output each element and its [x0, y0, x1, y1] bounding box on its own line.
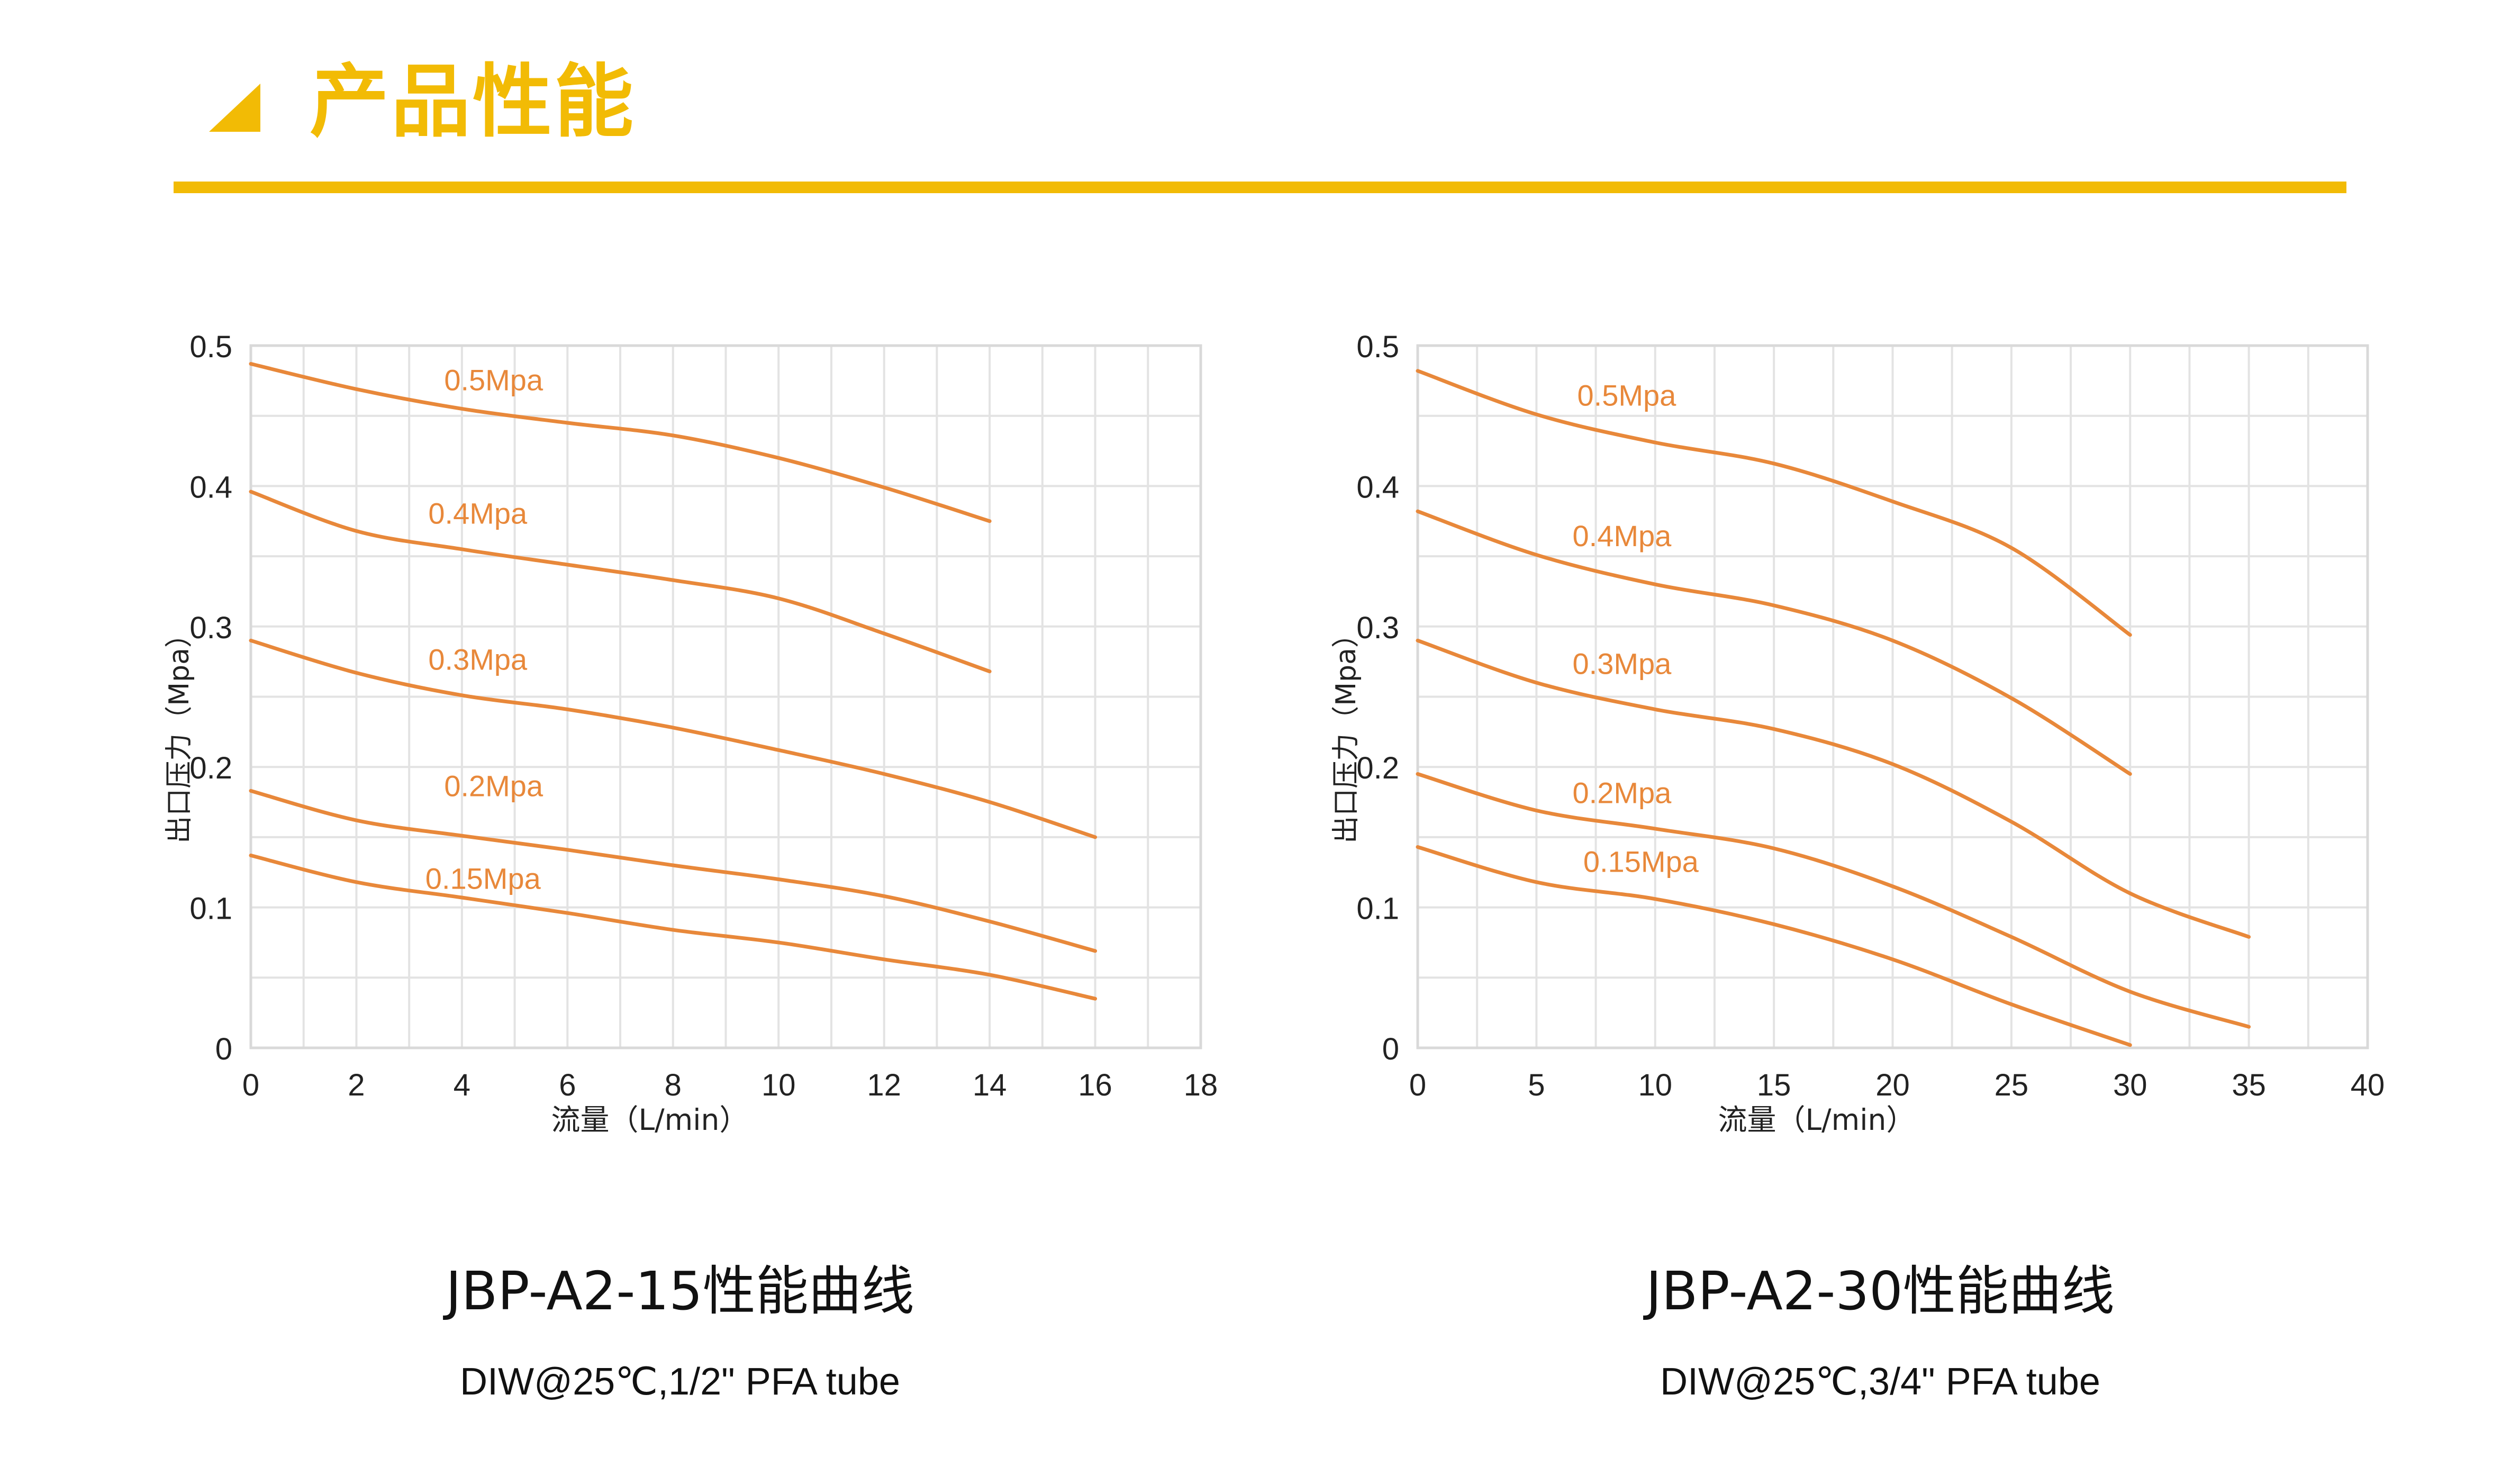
- x-tick-label: 12: [867, 1068, 901, 1102]
- y-tick-label: 0.4: [189, 470, 232, 504]
- chart-title-jbp-a2-30: JBP-A2-30性能曲线: [1646, 1260, 2115, 1322]
- header-divider: [174, 182, 2346, 193]
- series-line-0_5Mpa: [1416, 369, 2132, 637]
- x-tick-label: 35: [2232, 1068, 2266, 1102]
- x-tick-label: 2: [348, 1068, 365, 1102]
- series-label: 0.15Mpa: [425, 862, 541, 895]
- series-label: 0.4Mpa: [428, 496, 528, 530]
- plot-border: [249, 344, 1202, 1049]
- header-triangle-icon: [209, 84, 260, 132]
- series-line-0_4Mpa: [1416, 509, 2132, 776]
- x-tick-label: 0: [242, 1068, 259, 1102]
- chart-jbp-a2-15: 0 0.1 0.2 0.3 0.4 0.5 0 2 4 6 8 10 12 14 16 18 流量（L/min）…: [164, 330, 1218, 1137]
- series-label: 0.3Mpa: [428, 642, 528, 676]
- x-tick-label: 30: [2113, 1068, 2147, 1102]
- x-tick-label: 8: [665, 1068, 682, 1102]
- y-tick-label: 0.5: [189, 330, 232, 364]
- series-line-0_5Mpa: [249, 362, 992, 523]
- chart-subtitle-jbp-a2-15: DIW@25℃,1/2" PFA tube: [460, 1361, 900, 1403]
- series-line-0_4Mpa: [249, 490, 992, 674]
- y-tick-label: 0: [1382, 1032, 1399, 1066]
- y-axis-label: 出口压力（Mpa）: [164, 620, 195, 844]
- y-axis-label: 出口压力（Mpa）: [1330, 620, 1362, 844]
- page-title: 产品性能: [310, 56, 636, 148]
- series-label: 0.2Mpa: [444, 769, 543, 802]
- x-axis-label: 流量（L/min）: [551, 1103, 748, 1137]
- x-tick-label: 16: [1078, 1068, 1112, 1102]
- x-tick-label: 10: [1638, 1068, 1672, 1102]
- series-label: 0.5Mpa: [444, 363, 543, 396]
- y-tick-label: 0.4: [1356, 470, 1399, 504]
- y-tick-label: 0.2: [1356, 751, 1399, 785]
- y-tick-label: 0.5: [1356, 330, 1399, 364]
- x-tick-label: 18: [1184, 1068, 1218, 1102]
- x-tick-label: 15: [1757, 1068, 1791, 1102]
- y-tick-label: 0: [215, 1032, 232, 1066]
- chart-jbp-a2-30: 0 0.1 0.2 0.3 0.4 0.5 0 5 10 15 20 25 30 35 40 流量（L/min…: [1330, 330, 2385, 1137]
- y-tick-label: 0.1: [1356, 892, 1399, 926]
- x-tick-label: 10: [762, 1068, 796, 1102]
- series-label: 0.5Mpa: [1578, 379, 1677, 412]
- x-tick-label: 5: [1528, 1068, 1545, 1102]
- x-tick-label: 25: [1995, 1068, 2029, 1102]
- x-tick-label: 14: [973, 1068, 1007, 1102]
- chart-subtitle-jbp-a2-30: DIW@25℃,3/4" PFA tube: [1660, 1361, 2100, 1403]
- series-line-0_2Mpa: [1416, 772, 2251, 1029]
- series-line-0_3Mpa: [1416, 638, 2251, 939]
- series-label: 0.3Mpa: [1573, 647, 1672, 680]
- x-tick-label: 4: [454, 1068, 470, 1102]
- y-tick-label: 0.2: [189, 751, 232, 785]
- x-tick-label: 6: [559, 1068, 576, 1102]
- grid: [1417, 345, 2369, 1049]
- x-axis-label: 流量（L/min）: [1718, 1103, 1915, 1137]
- series-label: 0.4Mpa: [1573, 519, 1672, 553]
- y-tick-label: 0.3: [189, 611, 232, 645]
- chart-title-jbp-a2-15: JBP-A2-15性能曲线: [446, 1260, 914, 1322]
- plot-border: [1416, 344, 2369, 1049]
- x-tick-label: 20: [1875, 1068, 1910, 1102]
- x-tick-label: 0: [1409, 1068, 1426, 1102]
- x-tick-label: 40: [2351, 1068, 2385, 1102]
- series-label: 0.2Mpa: [1573, 776, 1672, 810]
- y-tick-label: 0.1: [189, 892, 232, 926]
- y-tick-label: 0.3: [1356, 611, 1399, 645]
- grid: [250, 345, 1202, 1049]
- series-label: 0.15Mpa: [1583, 845, 1699, 879]
